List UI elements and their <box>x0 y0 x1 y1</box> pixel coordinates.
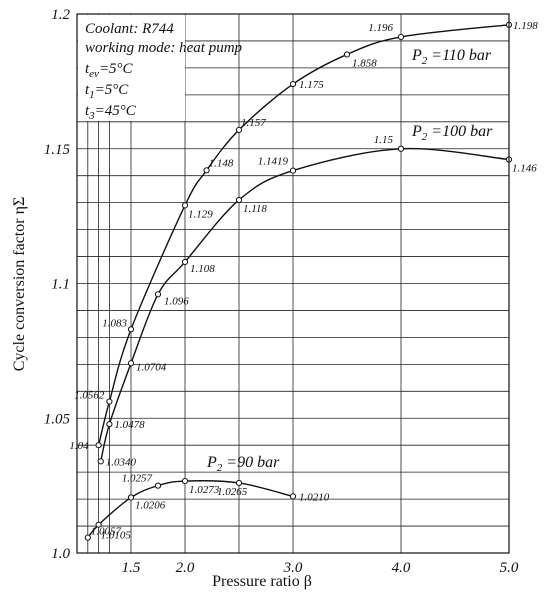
data-point <box>95 442 102 449</box>
y-tick-label: 1.0 <box>51 546 70 562</box>
data-label: 1.0057 <box>91 526 122 538</box>
data-point <box>343 51 351 58</box>
conditions-info-box: Coolant: R744 working mode: heat pump te… <box>78 15 243 122</box>
data-point <box>106 421 113 428</box>
x-tick-label: 2.0 <box>176 560 195 576</box>
data-point <box>154 482 162 489</box>
data-label: 1.1419 <box>258 156 289 168</box>
axis-ticks: 1.5 2.0 3.0 4.0 5.0 1.0 1.05 1.1 1.15 1.2 <box>44 7 519 576</box>
data-point <box>397 33 405 41</box>
x-tick-label: 1.5 <box>122 560 141 576</box>
info-t3: t3=45°C <box>85 103 137 122</box>
data-point <box>97 458 104 465</box>
data-points <box>84 21 513 541</box>
data-label: 1.0562 <box>74 390 105 402</box>
series-curve-0 <box>97 24 510 446</box>
plot-frame <box>76 13 510 554</box>
data-label: 1.118 <box>243 203 267 215</box>
y-tick-label: 1.15 <box>44 142 71 158</box>
data-label: 1.148 <box>209 157 234 169</box>
data-label: 1.198 <box>513 20 538 32</box>
data-point <box>84 534 91 541</box>
data-point <box>181 202 189 209</box>
data-point <box>106 398 113 405</box>
data-label: 1.15 <box>374 134 394 146</box>
data-point <box>95 521 102 528</box>
data-label: 1.0265 <box>217 486 248 498</box>
data-label: 1.0340 <box>106 456 137 468</box>
data-labels: 1.04 1.0562 1.083 1.129 1.148 1.157 1.175 1.858… <box>69 20 538 542</box>
data-point <box>127 326 135 333</box>
data-label: 1.04 <box>69 440 89 452</box>
info-tev: tev=5°C <box>85 61 134 80</box>
data-label: 1.108 <box>190 263 215 275</box>
grid-lines <box>77 14 509 553</box>
data-point <box>289 80 297 88</box>
data-label: 1.0704 <box>136 361 167 373</box>
x-tick-label: 3.0 <box>283 560 303 576</box>
x-axis-title: Pressure ratio β <box>212 573 312 590</box>
data-point <box>289 493 297 500</box>
data-point <box>289 167 297 174</box>
data-label: 1.0105 <box>101 530 132 542</box>
data-point <box>235 479 243 487</box>
info-mode: working mode: heat pump <box>85 40 243 56</box>
data-label: 1.175 <box>299 79 324 91</box>
data-label: 1.0273 <box>189 484 220 496</box>
data-label: 1.083 <box>102 317 127 329</box>
y-tick-label: 1.2 <box>51 7 70 23</box>
data-label: 1.129 <box>188 208 213 220</box>
series-label-100bar: P2 =100 bar <box>411 123 493 143</box>
data-point <box>154 291 162 298</box>
series-label-110bar: P2 =110 bar <box>411 47 492 67</box>
data-point <box>181 258 189 266</box>
series-curve-1 <box>100 147 510 462</box>
data-label: 1.196 <box>368 22 393 34</box>
x-tick-label: 5.0 <box>500 560 519 576</box>
data-point <box>127 494 135 501</box>
data-label: 1.0206 <box>135 499 166 511</box>
data-point <box>127 360 135 367</box>
data-label: 1.0210 <box>299 491 330 503</box>
data-point <box>397 145 405 152</box>
y-axis-title: Cycle conversion factor ηΣ <box>11 197 28 372</box>
info-box-background <box>78 15 185 121</box>
series-label-90bar: P2 =90 bar <box>206 454 280 474</box>
data-label: 1.146 <box>512 163 537 175</box>
data-label: 1.157 <box>241 117 266 129</box>
data-point <box>181 477 189 485</box>
data-point <box>235 126 243 133</box>
data-label: 1.0257 <box>122 473 153 485</box>
data-point <box>235 196 243 204</box>
y-tick-label: 1.05 <box>44 411 71 427</box>
info-coolant: Coolant: R744 <box>85 21 174 37</box>
data-point <box>203 167 210 174</box>
data-label: 1.0478 <box>114 419 145 431</box>
data-label: 1.858 <box>352 57 377 69</box>
info-t1: t1=5°C <box>85 82 129 101</box>
series-names: P2 =110 bar P2 =100 bar P2 =90 bar <box>206 47 493 474</box>
y-tick-label: 1.1 <box>51 277 70 293</box>
x-tick-label: 4.0 <box>392 560 411 576</box>
data-label: 1.096 <box>164 295 189 307</box>
